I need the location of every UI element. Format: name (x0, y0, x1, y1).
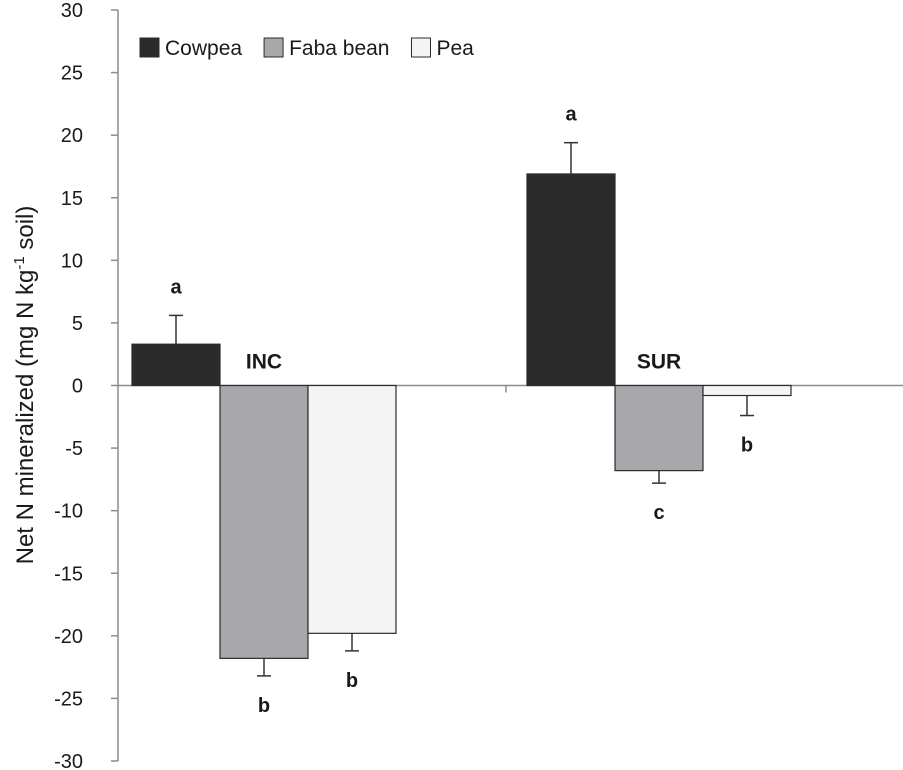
y-tick-labels: 30 25 20 15 10 5 0 -5 -10 -15 -20 -25 -30 (54, 0, 83, 770)
y-tick-label: 20 (61, 125, 83, 147)
y-tick-label: -5 (65, 438, 83, 460)
bar (307, 384, 397, 634)
bar (526, 173, 616, 387)
bar (131, 343, 221, 387)
legend-swatch (410, 37, 431, 58)
significance-letter: b (741, 435, 753, 457)
legend-label: Faba bean (289, 37, 389, 60)
bar (614, 384, 704, 472)
bars (131, 173, 792, 659)
y-tick-label: 10 (61, 250, 83, 272)
y-tick-label: 5 (72, 313, 83, 335)
y-tick-label: -10 (54, 501, 83, 523)
category-labels: INC SUR (246, 351, 681, 374)
y-tick-label: -30 (54, 751, 83, 770)
significance-letter: b (346, 670, 358, 692)
legend-swatch (263, 37, 284, 58)
bar (219, 384, 309, 659)
y-axis-label: Net N mineralized (mg N kg-1 soil) (11, 206, 39, 565)
legend: Cowpea Faba bean Pea (139, 37, 474, 60)
error-bars (169, 141, 754, 677)
y-tick-label: -15 (54, 563, 83, 585)
legend-label: Cowpea (165, 37, 242, 60)
significance-letter: b (258, 695, 270, 717)
y-tick-label: -20 (54, 626, 83, 648)
category-label: INC (246, 351, 282, 374)
bar (702, 384, 792, 397)
y-tick-label: 0 (72, 376, 83, 398)
y-tick-label: 30 (61, 0, 83, 22)
y-tick-label: 15 (61, 188, 83, 210)
category-label: SUR (637, 351, 681, 374)
significance-letter: a (170, 276, 182, 298)
legend-swatch (139, 37, 160, 58)
legend-label: Pea (436, 37, 474, 60)
y-tick-label: 25 (61, 63, 83, 85)
significance-letters: a b b a c b (170, 104, 753, 717)
significance-letter: a (565, 104, 577, 126)
y-tick-label: -25 (54, 688, 83, 710)
significance-letter: c (653, 502, 664, 524)
